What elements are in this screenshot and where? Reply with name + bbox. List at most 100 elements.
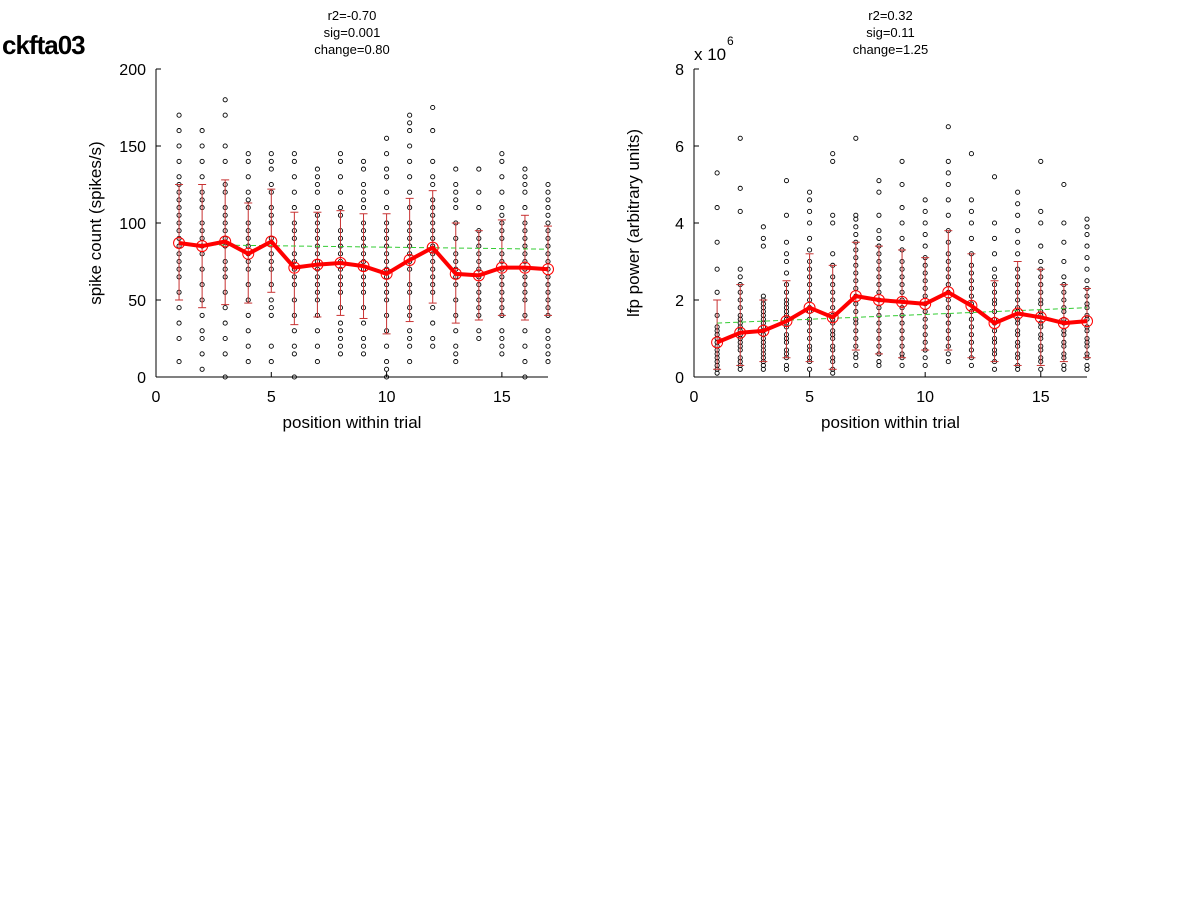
data-point [453,328,459,334]
data-point [714,239,720,245]
data-point [945,124,951,130]
data-point [384,151,390,157]
data-point [991,274,998,280]
data-point [545,212,551,218]
data-point [476,335,482,342]
data-point [922,208,928,214]
data-point [176,305,182,311]
x-tick-label: 5 [267,389,276,406]
mean-marker [196,240,209,253]
data-point [314,181,320,188]
data-point [199,328,205,334]
data-point [991,251,998,257]
data-point [522,359,528,365]
data-point [499,174,505,180]
data-point [407,128,413,134]
data-point [245,197,251,203]
data-point [1015,201,1021,207]
y-exponent-power: 6 [727,34,734,48]
data-point [407,112,413,118]
data-point [853,351,859,357]
mean-marker [380,267,393,280]
data-point [337,158,344,164]
data-point [853,231,859,238]
y-tick-label: 0 [675,370,684,387]
mean-marker [1057,317,1070,330]
data-point [783,270,790,276]
data-point [899,205,905,211]
data-point [453,359,459,365]
mean-marker [1011,307,1024,320]
data-point [291,189,297,195]
data-point [922,243,928,249]
data-point [268,359,274,365]
data-point [245,174,251,180]
mean-marker [942,286,955,299]
data-point [337,151,344,157]
data-point [337,328,344,334]
data-point [384,374,390,380]
data-point [522,374,528,380]
data-point [1061,274,1067,280]
data-point [199,366,205,372]
data-point [222,374,228,380]
data-point [807,189,813,195]
data-point [1061,362,1067,369]
data-point [853,224,859,230]
data-point [268,343,274,349]
data-point [176,158,182,164]
data-point [384,343,390,349]
data-point [968,208,974,214]
data-point [1061,239,1067,245]
stat-label: sig=0.001 [324,25,381,40]
data-point [968,197,974,203]
data-point [760,243,766,249]
data-point [453,343,459,349]
data-point [337,205,344,211]
mean-marker [1034,311,1047,324]
data-point [499,158,505,164]
data-point [499,343,505,349]
x-tick-label: 10 [378,389,396,406]
data-point [245,158,251,164]
data-point [245,312,251,318]
mean-marker [872,294,885,306]
data-point [968,151,974,157]
data-point [807,208,813,214]
data-point [1038,220,1044,226]
data-point [876,189,882,195]
data-point [245,189,251,195]
data-point [268,166,274,172]
data-point [337,189,344,195]
data-point [1015,239,1021,245]
x-tick-label: 0 [690,389,699,406]
y-axis-label: lfp power (arbitrary units) [624,129,643,317]
data-point [360,205,367,211]
data-point [991,366,998,372]
stat-label: change=1.25 [853,42,929,57]
data-point [314,328,320,334]
data-point [222,320,228,326]
data-point [545,343,551,349]
data-point [176,143,182,149]
y-exponent-label: x 10 [694,45,726,64]
data-point [384,359,390,365]
x-tick-label: 5 [805,389,814,406]
data-point [268,297,274,303]
data-point [384,205,390,211]
data-point [291,343,297,349]
data-point [807,366,813,372]
data-point [945,359,951,365]
data-point [360,351,367,357]
data-point [407,343,413,349]
data-point [268,305,274,311]
data-point [783,362,790,369]
data-point [245,151,251,157]
data-point [945,351,951,357]
data-point [830,220,836,226]
data-point [499,151,505,157]
mean-marker [1081,315,1093,328]
data-point [1084,362,1090,369]
data-point [176,335,182,342]
data-point [545,197,551,203]
